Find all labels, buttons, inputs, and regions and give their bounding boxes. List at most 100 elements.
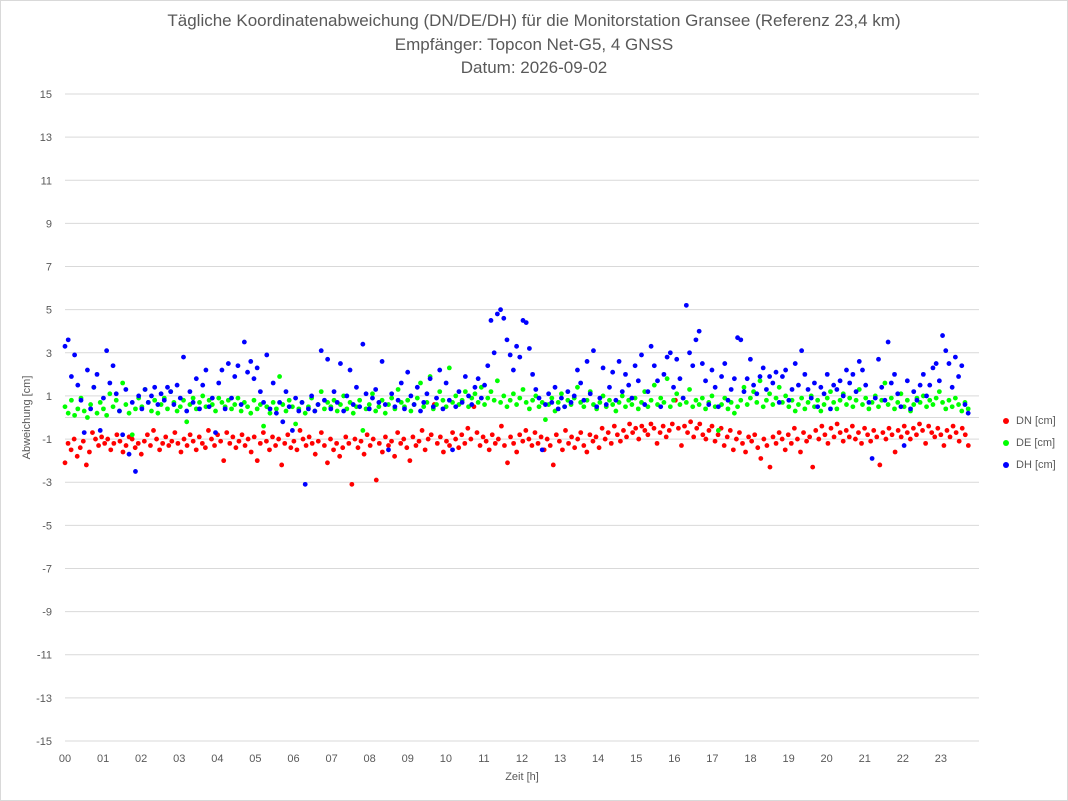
data-point <box>239 432 245 438</box>
data-point <box>370 395 375 401</box>
data-point <box>190 400 196 405</box>
data-point <box>90 430 95 435</box>
data-point <box>65 337 71 343</box>
data-point <box>94 410 100 416</box>
x-tick-label: 03 <box>173 753 185 765</box>
data-point <box>360 428 366 433</box>
data-point <box>914 397 920 403</box>
data-point <box>844 367 849 373</box>
data-point <box>901 443 907 448</box>
data-point <box>623 404 628 410</box>
data-point <box>202 445 208 451</box>
data-point <box>956 438 962 444</box>
data-point <box>504 404 510 410</box>
data-point <box>792 361 798 366</box>
data-point <box>563 428 568 433</box>
data-point <box>68 447 74 453</box>
data-point <box>514 402 519 407</box>
data-point <box>807 434 813 440</box>
data-point <box>466 393 471 399</box>
data-point <box>74 453 80 459</box>
data-point <box>410 434 416 440</box>
data-point <box>898 434 904 440</box>
data-point <box>693 337 699 343</box>
data-point <box>600 365 606 371</box>
data-point <box>386 443 391 448</box>
data-point <box>560 447 565 453</box>
data-point <box>936 378 942 384</box>
data-point <box>635 406 641 412</box>
data-point <box>408 408 414 414</box>
data-point <box>731 376 737 382</box>
data-point <box>138 451 144 457</box>
data-point <box>422 447 428 453</box>
data-point <box>193 447 199 453</box>
data-point <box>444 438 449 444</box>
data-point <box>97 428 103 433</box>
data-point <box>694 425 700 431</box>
data-point <box>799 348 805 354</box>
y-tick-label: 7 <box>46 262 52 274</box>
data-point <box>932 434 938 440</box>
data-point <box>141 438 147 444</box>
data-point <box>747 395 753 401</box>
data-point <box>117 438 123 444</box>
data-point <box>302 410 308 416</box>
data-point <box>245 369 250 375</box>
data-point <box>459 432 465 438</box>
data-point <box>642 428 648 433</box>
data-point <box>498 307 503 313</box>
data-point <box>547 443 553 448</box>
data-point <box>917 382 923 388</box>
data-point <box>462 374 468 379</box>
data-point <box>844 402 849 407</box>
y-tick-label: 1 <box>46 391 52 403</box>
data-point <box>421 400 427 405</box>
data-point <box>690 404 696 410</box>
data-point <box>776 430 782 435</box>
data-point <box>120 449 126 455</box>
data-point <box>491 397 497 403</box>
data-point <box>619 389 625 395</box>
data-point <box>956 374 961 379</box>
data-point <box>152 397 158 403</box>
data-point <box>325 460 330 466</box>
data-point <box>591 348 596 354</box>
data-point <box>773 395 779 401</box>
data-point <box>206 428 211 433</box>
data-point <box>849 423 855 429</box>
data-point <box>282 440 288 446</box>
data-point <box>754 391 760 397</box>
data-point <box>398 380 404 386</box>
data-point <box>731 410 737 416</box>
data-point <box>837 378 843 384</box>
data-point <box>69 374 74 379</box>
data-point <box>859 440 864 446</box>
legend-item: DE [cm] <box>1003 432 1056 454</box>
y-tick-label: 5 <box>46 305 52 317</box>
data-point <box>318 389 324 395</box>
data-point <box>149 393 154 399</box>
data-point <box>270 380 276 386</box>
data-point <box>241 339 247 345</box>
data-point <box>472 391 478 397</box>
data-point <box>245 404 250 410</box>
data-point <box>953 430 959 435</box>
data-point <box>837 430 843 435</box>
data-point <box>504 337 510 343</box>
data-point <box>821 402 827 407</box>
data-point <box>935 425 941 431</box>
data-point <box>257 440 263 446</box>
data-point <box>251 434 257 440</box>
legend-marker <box>1003 440 1009 446</box>
data-point <box>184 419 190 425</box>
data-point <box>299 400 305 405</box>
data-point <box>627 421 632 427</box>
data-point <box>663 434 669 440</box>
data-point <box>468 436 474 442</box>
data-point <box>824 395 830 401</box>
data-point <box>660 423 666 429</box>
data-point <box>648 343 654 349</box>
data-point <box>169 438 175 444</box>
data-point <box>621 428 626 433</box>
